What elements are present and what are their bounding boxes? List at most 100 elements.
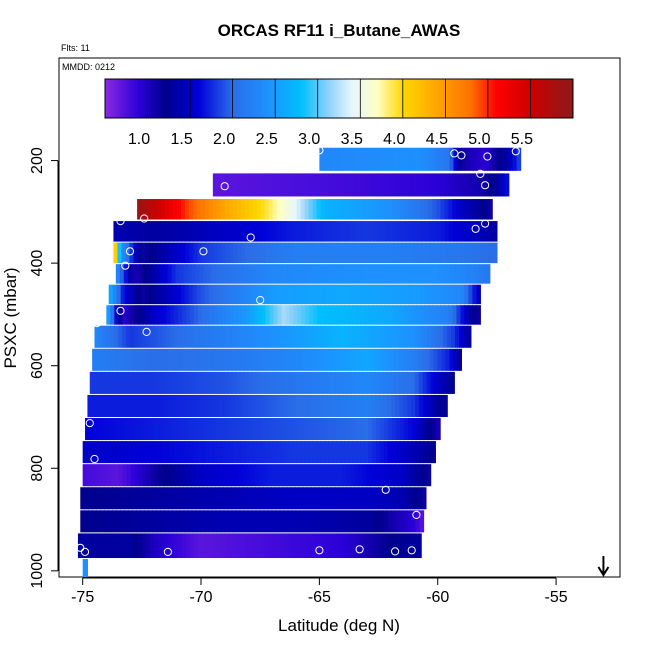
heatmap-cell	[412, 199, 417, 220]
heatmap-cell	[161, 221, 166, 242]
heatmap-cell	[180, 371, 186, 394]
heatmap-cell	[334, 464, 340, 487]
heatmap-cell	[406, 264, 411, 284]
heatmap-cell	[211, 348, 216, 371]
heatmap-cell	[150, 464, 156, 487]
heatmap-cell	[119, 264, 125, 284]
heatmap-cell	[77, 533, 83, 559]
heatmap-cell	[395, 510, 401, 533]
heatmap-cell	[419, 325, 424, 348]
heatmap-cell	[343, 394, 348, 417]
heatmap-cell	[123, 394, 128, 417]
colorbar-swatch	[305, 79, 308, 118]
heatmap-cell	[245, 441, 250, 464]
heatmap-cell	[333, 221, 338, 242]
heatmap-cell	[326, 348, 331, 371]
heatmap-cell	[397, 242, 402, 264]
heatmap-cell	[254, 464, 260, 487]
heatmap-cell	[466, 325, 472, 348]
heatmap-cell	[120, 284, 126, 305]
heatmap-cell	[134, 325, 139, 348]
heatmap-cell	[119, 348, 125, 371]
heatmap-cell	[318, 348, 324, 371]
colorbar-swatch	[501, 79, 504, 118]
heatmap-cell	[273, 221, 278, 242]
heatmap-cell	[224, 284, 230, 305]
colorbar-swatch	[527, 79, 530, 118]
heatmap-cell	[449, 348, 455, 371]
heatmap-cell	[346, 264, 352, 284]
colorbar-swatch	[565, 79, 568, 118]
heatmap-cell	[265, 533, 271, 559]
heatmap-cell	[244, 199, 250, 220]
heatmap-cell	[333, 305, 338, 325]
heatmap-cell	[153, 221, 158, 242]
y-tick-label: 1000	[29, 553, 46, 589]
heatmap-cell	[257, 242, 262, 264]
colorbar-swatch	[165, 79, 168, 118]
heatmap-cell	[122, 464, 128, 487]
plot-frame	[58, 57, 621, 578]
heatmap-cell	[239, 510, 245, 533]
heatmap-cell	[454, 264, 459, 284]
heatmap-cell	[423, 441, 429, 464]
heatmap-cell	[229, 325, 234, 348]
heatmap-cell	[188, 371, 194, 394]
heatmap-cell	[393, 348, 399, 371]
heatmap-cell	[332, 418, 337, 441]
heatmap-cell	[339, 394, 344, 417]
colorbar-swatch	[111, 79, 114, 118]
colorbar-swatch	[393, 79, 396, 118]
heatmap-cell	[85, 418, 90, 441]
heatmap-cell	[265, 242, 270, 264]
heatmap-cell	[227, 348, 232, 371]
heatmap-cell	[278, 487, 284, 510]
colorbar-swatch	[143, 79, 146, 118]
heatmap-cell	[204, 199, 210, 220]
heatmap-cell	[421, 487, 427, 510]
heatmap-cell	[284, 173, 290, 197]
heatmap-cell	[462, 325, 468, 348]
heatmap-cell	[278, 464, 284, 487]
colorbar-swatch	[341, 79, 344, 118]
heatmap-cell	[362, 464, 368, 487]
heatmap-cell	[124, 284, 130, 305]
heatmap-cell	[403, 325, 409, 348]
heatmap-cell	[319, 147, 324, 171]
colorbar-swatch	[423, 79, 426, 118]
heatmap-cell	[408, 305, 414, 325]
heatmap-cell	[299, 394, 304, 417]
sample-point	[163, 547, 172, 557]
heatmap-cell	[358, 264, 364, 284]
heatmap-cell	[164, 418, 170, 441]
heatmap-cell	[345, 533, 350, 559]
heatmap-cell	[274, 487, 280, 510]
heatmap-cell	[223, 394, 228, 417]
heatmap-cell	[181, 533, 187, 559]
heatmap-cell	[264, 199, 270, 220]
colorbar-tick-label: 1.0	[128, 131, 150, 148]
heatmap-cell	[410, 147, 415, 171]
heatmap-cell	[307, 371, 313, 394]
heatmap-cell	[192, 371, 198, 394]
colorbar-swatch	[559, 79, 562, 118]
heatmap-cell	[253, 221, 258, 242]
colorbar-swatch	[257, 79, 260, 118]
heatmap-cell	[353, 305, 358, 325]
heatmap-cell	[268, 173, 274, 197]
heatmap-cell	[152, 510, 157, 533]
heatmap-cell	[175, 348, 181, 371]
heatmap-cell	[249, 242, 254, 264]
heatmap-cell	[161, 325, 167, 348]
colorbar-swatch	[133, 79, 136, 118]
heatmap-cell	[392, 284, 398, 305]
heatmap-cell	[221, 533, 227, 559]
colorbar-swatch	[495, 79, 498, 118]
heatmap-cell	[353, 533, 358, 559]
heatmap-cell	[382, 264, 387, 284]
heatmap-cell	[393, 533, 398, 559]
heatmap-cell	[415, 510, 421, 533]
heatmap-cell	[106, 305, 111, 325]
heatmap-cell	[418, 264, 423, 284]
heatmap-cell	[101, 533, 107, 559]
